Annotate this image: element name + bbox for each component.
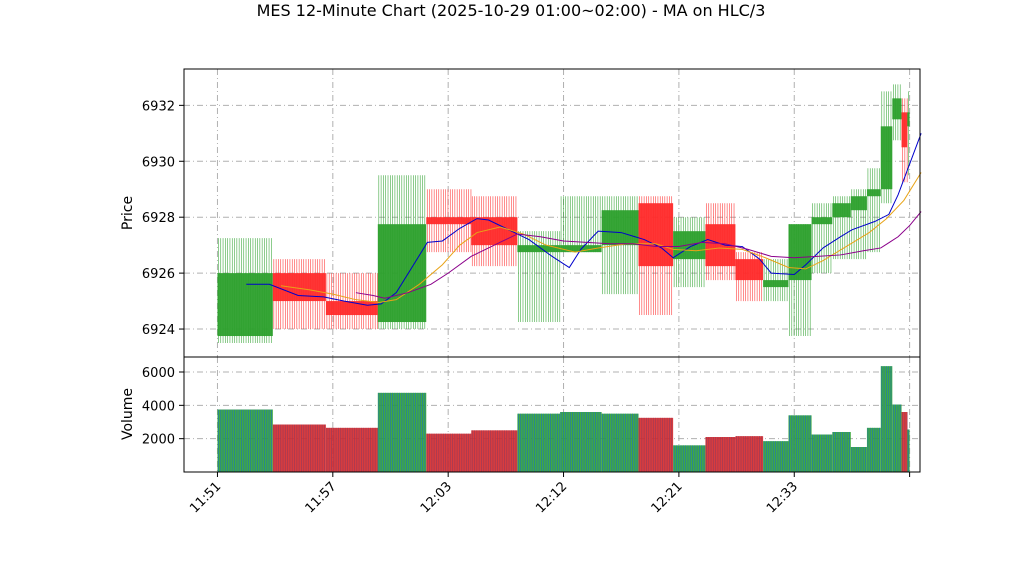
candle-body bbox=[517, 245, 561, 253]
volume-bar bbox=[880, 366, 893, 472]
candle-body bbox=[901, 112, 908, 148]
moving-average-ma_slow bbox=[355, 211, 922, 299]
candle-body bbox=[638, 203, 674, 267]
candle-body bbox=[907, 112, 910, 127]
candle-body bbox=[811, 217, 833, 225]
volume-bar bbox=[763, 441, 789, 472]
candle-bar bbox=[880, 91, 893, 204]
volume-bar-body bbox=[892, 404, 902, 472]
volume-bar-body bbox=[901, 412, 908, 472]
volume-bar-body bbox=[832, 432, 851, 472]
volume-bar bbox=[426, 433, 472, 472]
candle-bar bbox=[788, 224, 812, 337]
volume-bar-body bbox=[866, 427, 881, 472]
price-y-tick-label: 6932 bbox=[142, 99, 175, 114]
volume-bar bbox=[907, 429, 910, 472]
candle-bar bbox=[217, 238, 273, 344]
candle-bar bbox=[735, 252, 764, 302]
volume-bar bbox=[850, 447, 867, 472]
volume-axes-frame bbox=[183, 356, 921, 473]
volume-y-axis-label: Volume bbox=[120, 388, 136, 440]
price-y-tick-label: 6928 bbox=[142, 211, 175, 226]
candle-bar bbox=[907, 91, 910, 176]
candle-body bbox=[735, 259, 764, 281]
candle-body bbox=[601, 210, 639, 246]
volume-bar bbox=[901, 412, 908, 472]
moving-average-ma_fast bbox=[246, 133, 922, 306]
candle-bar bbox=[850, 189, 867, 260]
price-y-tick-label: 6926 bbox=[142, 267, 175, 282]
volume-bar bbox=[788, 415, 812, 472]
volume-y-tick-label: 4000 bbox=[142, 399, 175, 414]
volume-y-tick-label: 2000 bbox=[142, 433, 175, 448]
candle-body bbox=[850, 196, 867, 211]
price-y-tick-label: 6930 bbox=[142, 155, 175, 170]
candle-body bbox=[892, 98, 902, 120]
candle-bar bbox=[638, 196, 674, 316]
volume-bar bbox=[811, 434, 833, 472]
chart-title: MES 12-Minute Chart (2025-10-29 01:00~02… bbox=[257, 1, 766, 20]
volume-bar-body bbox=[560, 412, 602, 472]
volume-bar bbox=[272, 424, 326, 472]
volume-bar bbox=[560, 412, 602, 472]
price-y-tick-label: 6924 bbox=[142, 323, 175, 338]
candle-bar bbox=[901, 98, 908, 183]
candle-body bbox=[880, 126, 893, 190]
price-panel: 6924 6926 6928 6930 6932 Price bbox=[120, 68, 922, 358]
moving-average-ma_mid bbox=[280, 172, 922, 303]
volume-bar bbox=[601, 413, 639, 472]
candle-bar bbox=[601, 196, 639, 295]
candle-body bbox=[471, 217, 518, 246]
volume-bar bbox=[517, 413, 561, 472]
moving-average-lines bbox=[246, 133, 922, 306]
volume-bar bbox=[705, 437, 736, 472]
volume-bar bbox=[638, 417, 674, 472]
volume-y-ticks: 2000 4000 6000 bbox=[142, 366, 184, 448]
candle-body bbox=[377, 224, 427, 323]
candle-bar bbox=[892, 84, 902, 141]
candle-body bbox=[788, 224, 812, 281]
volume-bar-body bbox=[471, 430, 518, 472]
candle-body bbox=[866, 189, 881, 197]
candle-body bbox=[426, 217, 472, 225]
candle-body bbox=[763, 280, 789, 288]
volume-bar bbox=[325, 427, 378, 472]
volume-bar-body bbox=[673, 445, 706, 472]
candle-body bbox=[832, 203, 851, 218]
price-y-ticks: 6924 6926 6928 6930 6932 bbox=[142, 99, 184, 338]
volume-bar bbox=[832, 432, 851, 472]
volume-bar bbox=[217, 409, 273, 472]
volume-bar-body bbox=[426, 433, 472, 472]
candle-body bbox=[325, 301, 378, 316]
candle-bar bbox=[866, 168, 881, 253]
volume-bars bbox=[217, 366, 910, 472]
candle-body bbox=[217, 273, 273, 337]
volume-bar bbox=[673, 445, 706, 472]
volume-bar-body bbox=[217, 409, 273, 472]
candle-bar bbox=[832, 196, 851, 260]
price-y-axis-label: Price bbox=[120, 196, 136, 230]
volume-bar bbox=[471, 430, 518, 472]
volume-bar bbox=[377, 392, 427, 472]
volume-bar bbox=[866, 427, 881, 472]
candle-bar bbox=[811, 203, 833, 274]
volume-bar bbox=[735, 436, 764, 472]
volume-bar bbox=[892, 404, 902, 472]
candle-bar bbox=[377, 175, 427, 330]
volume-panel: 2000 4000 6000 Volume bbox=[120, 356, 921, 473]
volume-y-tick-label: 6000 bbox=[142, 366, 175, 381]
volume-bar-body bbox=[735, 436, 764, 472]
candle-bar bbox=[517, 231, 561, 323]
